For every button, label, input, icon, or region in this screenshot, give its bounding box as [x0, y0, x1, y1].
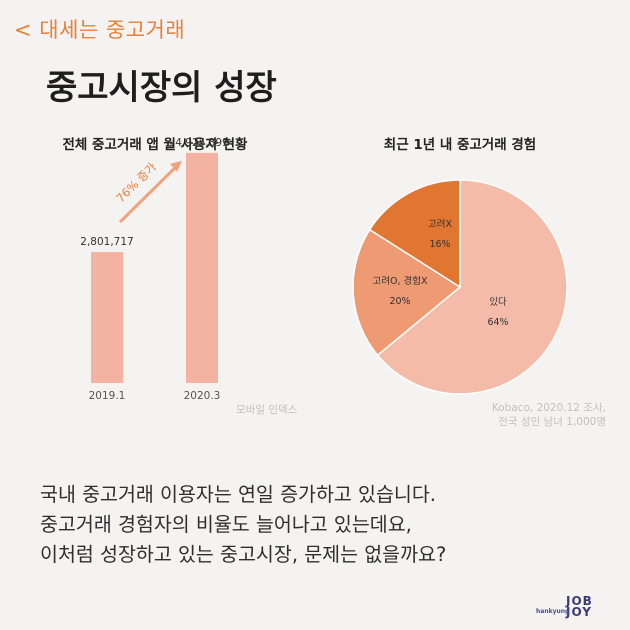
category-label: < 대세는 중고거래 — [14, 18, 186, 42]
pie-slice-label: 있다 — [489, 296, 507, 308]
pie-slice — [376, 179, 568, 395]
pie-slice-value: 16% — [429, 239, 450, 250]
body-text: 국내 중고거래 이용자는 연일 증가하고 있습니다. 중고거래 경험자의 비율도… — [40, 480, 446, 570]
jobjoy-logo: hankyung JOB JOY — [536, 594, 593, 619]
pie-slice — [368, 179, 461, 289]
logo-line-2: JOY — [566, 605, 592, 619]
pie-chart: 있다 64% 고려O, 경험X 20% 고려X 16% — [352, 179, 568, 395]
bar-category-label: 2020.3 — [184, 390, 221, 402]
pie-chart-source: Kobaco, 2020.12 조사, 전국 성인 남녀 1,000명 — [440, 401, 606, 429]
page-title: 중고시장의 성장 — [46, 68, 277, 108]
bar-chart-title: 전체 중고거래 앱 월 사용자 현황 — [62, 137, 248, 153]
growth-annotation: 76% 증가 — [113, 160, 159, 206]
bar-chart: 2,801,717 2019.1 4,925,399 2020.3 76% 증가 — [80, 137, 228, 402]
pie-slice-value: 64% — [487, 317, 508, 328]
logo-line-1: JOB — [566, 594, 593, 608]
pie-slice-label: 고려X — [428, 218, 452, 230]
pie-slice-label: 고려O, 경험X — [373, 275, 428, 287]
pie-slice-value: 20% — [389, 296, 410, 307]
bar-value-label: 4,925,399 — [175, 137, 228, 149]
pie-chart-title: 최근 1년 내 중고거래 경험 — [383, 137, 537, 153]
growth-arrow-head — [170, 160, 182, 172]
bar-value-label: 2,801,717 — [80, 236, 133, 248]
pie-source-line: 전국 성인 남녀 1,000명 — [498, 416, 606, 428]
bar-chart-source: 모바일 인덱스 — [236, 404, 298, 416]
bar-category-label: 2019.1 — [89, 390, 126, 402]
growth-arrow-line — [118, 165, 178, 224]
body-line: 이처럼 성장하고 있는 중고시장, 문제는 없을까요? — [40, 543, 447, 566]
pie-slice — [352, 228, 462, 357]
body-line: 중고거래 경험자의 비율도 늘어나고 있는데요, — [40, 513, 412, 536]
body-line: 국내 중고거래 이용자는 연일 증가하고 있습니다. — [40, 483, 436, 506]
bar — [91, 252, 123, 383]
logo-small-text: hankyung — [536, 608, 570, 615]
bar — [186, 152, 218, 383]
pie-source-line: Kobaco, 2020.12 조사, — [491, 402, 606, 414]
